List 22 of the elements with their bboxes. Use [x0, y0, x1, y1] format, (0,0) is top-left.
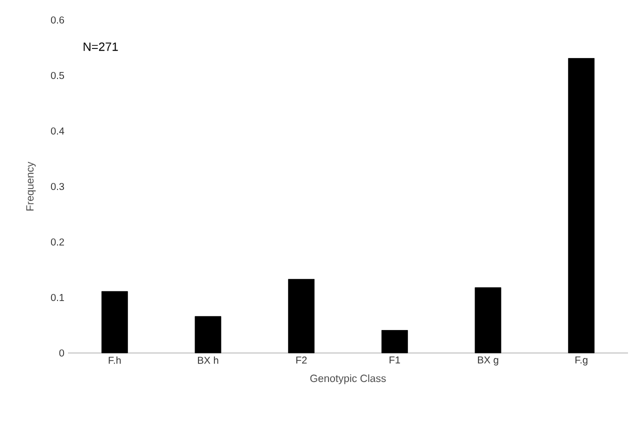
bar	[288, 278, 315, 354]
bar	[101, 291, 128, 354]
y-tick-label: 0.5	[50, 72, 64, 80]
annotation: N=271	[84, 42, 118, 51]
y-axis-title: Frequency	[26, 162, 36, 210]
x-axis-title: Genotypic Class	[310, 374, 386, 384]
bar	[568, 58, 595, 354]
x-tick-label: F.h	[108, 356, 121, 364]
x-tick-label: F1	[390, 356, 400, 364]
x-tick-label: BX g	[478, 356, 498, 366]
y-tick-label: 0.6	[50, 16, 64, 24]
x-tick-label: BX h	[198, 356, 218, 364]
y-tick-label: 0.4	[50, 127, 64, 135]
bar	[194, 316, 222, 354]
x-tick-label: F.g	[575, 356, 588, 366]
y-tick-label: 0	[59, 349, 64, 357]
y-tick-label: 0.2	[50, 238, 64, 246]
bar	[381, 330, 408, 354]
y-tick-label: 0.3	[50, 182, 64, 190]
x-tick-label: F2	[296, 356, 307, 364]
y-tick-label: 0.1	[50, 294, 64, 302]
bar	[474, 287, 502, 354]
